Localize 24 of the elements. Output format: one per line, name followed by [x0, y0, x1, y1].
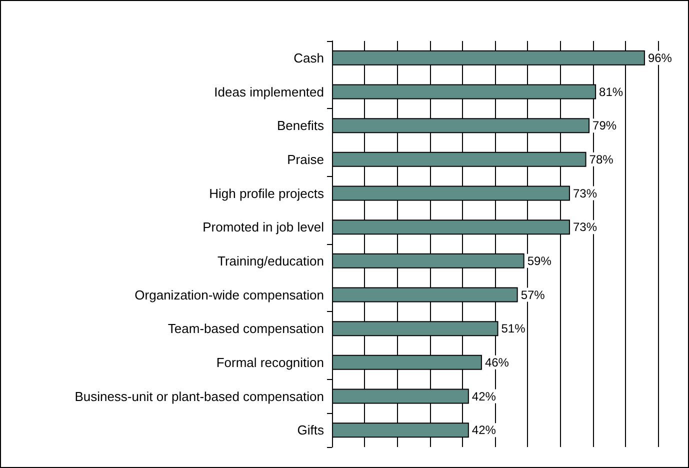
- data-label: 78%: [589, 152, 614, 166]
- data-label: 51%: [501, 322, 526, 336]
- data-label: 42%: [472, 389, 496, 404]
- data-label: 57%: [520, 288, 546, 302]
- y-tick-label: Formal recognition: [216, 354, 324, 370]
- y-tick-label: Gifts: [297, 422, 324, 438]
- data-label: 42%: [472, 423, 496, 438]
- data-label: 96%: [648, 50, 672, 65]
- y-tick-label: Training/education: [218, 253, 324, 268]
- data-label: 46%: [484, 355, 510, 370]
- y-tick-label: Cash: [294, 50, 324, 66]
- y-tick-label: High profile projects: [209, 186, 324, 201]
- data-label: 73%: [572, 186, 598, 200]
- data-label: 81%: [599, 84, 624, 99]
- data-label: 73%: [572, 220, 598, 234]
- data-label: 79%: [592, 118, 617, 133]
- y-tick-label: Praise: [287, 152, 324, 167]
- y-tick-label: Benefits: [277, 118, 324, 134]
- data-label: 59%: [527, 254, 552, 268]
- y-tick-label: Team-based compensation: [168, 321, 324, 336]
- y-tick-label: Business-unit or plant-based compensation: [74, 388, 324, 404]
- y-tick-label: Ideas implemented: [214, 84, 324, 100]
- y-tick-label: Promoted in job level: [202, 220, 324, 235]
- y-tick-label: Organization-wide compensation: [134, 287, 324, 302]
